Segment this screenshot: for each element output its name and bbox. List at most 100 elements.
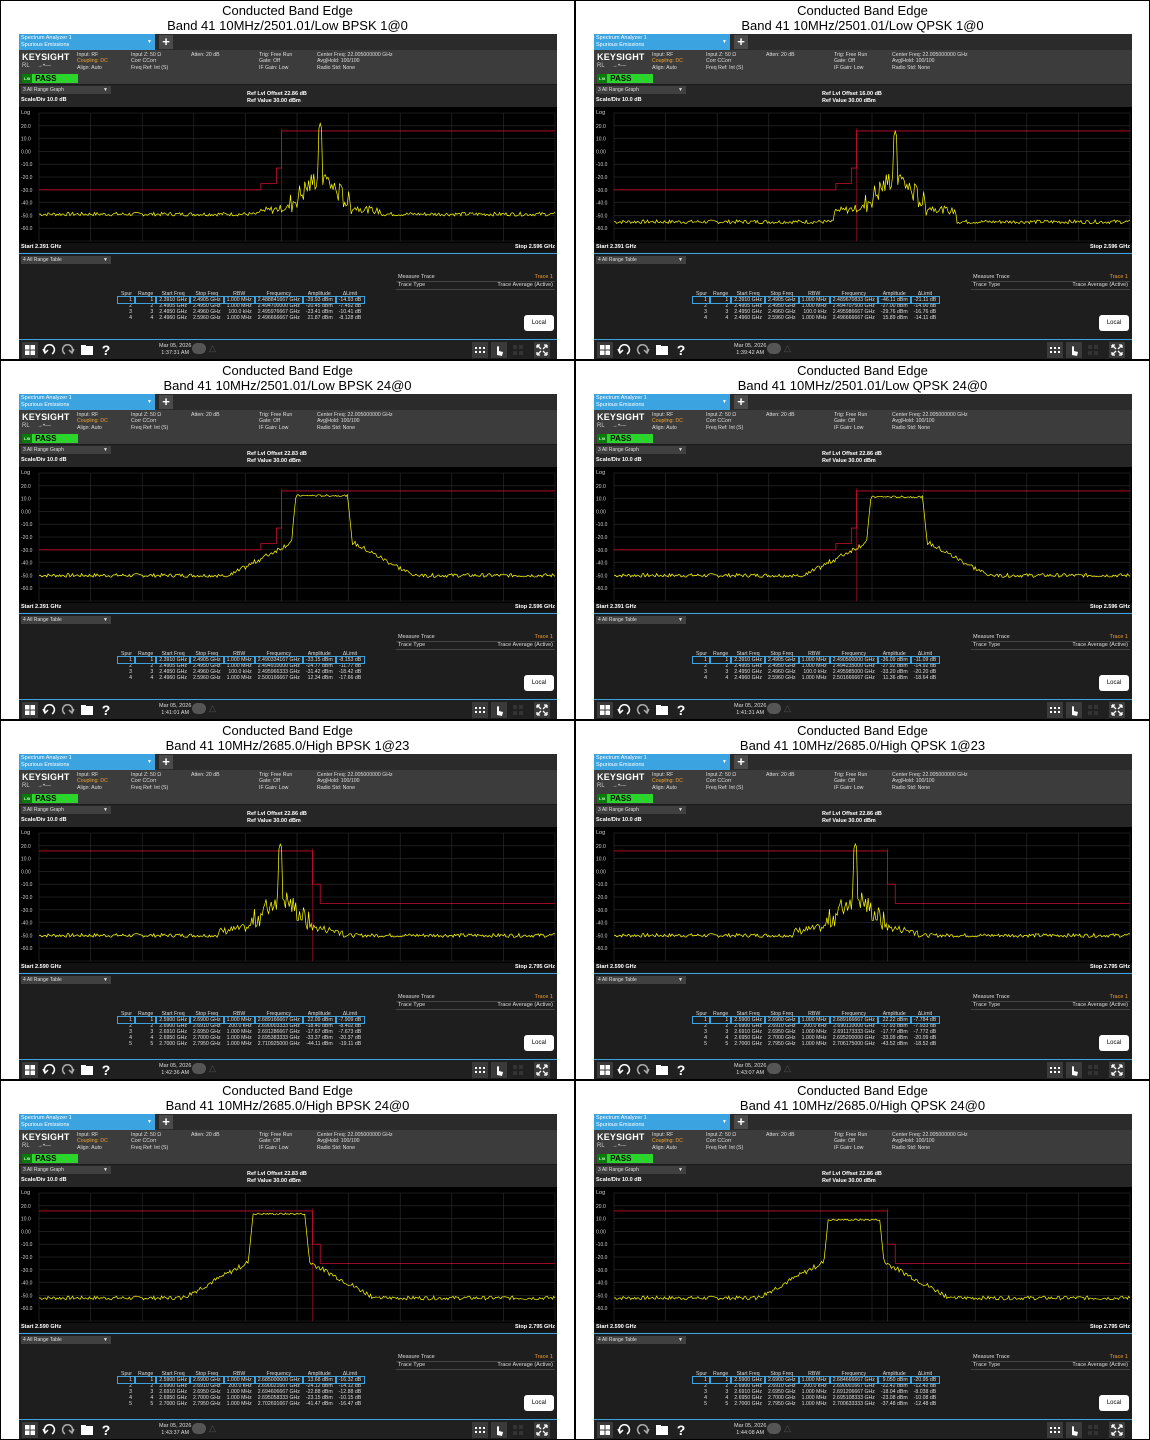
atten-setting[interactable]: Atten: 20 dB <box>766 52 795 58</box>
freq-settings[interactable]: Center Freq: 22.005000000 GHz Avg|Hold: … <box>892 1132 968 1151</box>
add-screen-button[interactable]: + <box>734 35 748 49</box>
spectrum-plot[interactable]: Log 20.0 10.0 0.00 -10.0 -20.0 -30.0 -40.0 -50.0… <box>594 107 1132 243</box>
table-row[interactable]: 1 1 2.3910 GHz 2.4905 GHz 1.000 MHz 2.4888416… <box>117 296 366 304</box>
table-row[interactable]: 2 2 2.6900 GHz 2.6910 GHz 200.0 kHz 2.6901100… <box>693 1023 939 1029</box>
spectrum-plot[interactable]: Log 20.0 10.0 0.00 -10.0 -20.0 -30.0 -40.0 -50.0… <box>19 1187 557 1323</box>
trigger-settings[interactable]: Trig: Free Run Gate: Off IF Gain: Low <box>834 1132 867 1151</box>
table-row[interactable]: 3 3 2.4950 GHz 2.4960 GHz 100.0 kHz 2.4959663… <box>118 669 364 675</box>
grid-icon[interactable] <box>1085 702 1101 718</box>
atten-setting[interactable]: Atten: 20 dB <box>766 412 795 418</box>
table-window-dropdown[interactable]: 4 All Range Table ▼ <box>596 256 686 264</box>
fullscreen-icon[interactable] <box>534 1422 550 1438</box>
table-row[interactable]: 2 2 2.4905 GHz 2.4950 GHz 1.000 MHz 2.4947075… <box>693 303 939 309</box>
touch-icon[interactable] <box>1066 342 1082 358</box>
graph-window-dropdown[interactable]: 3 All Range Graph ▼ <box>596 446 686 454</box>
local-button[interactable]: Local <box>524 1035 554 1051</box>
table-window-dropdown[interactable]: 4 All Range Table ▼ <box>596 976 686 984</box>
grid-icon[interactable] <box>510 1422 526 1438</box>
impedance-settings[interactable]: Input Z: 50 Ω Corr CCorr Freq Ref: Int (… <box>706 1132 743 1151</box>
table-row[interactable]: 2 2 2.6900 GHz 2.6910 GHz 200.0 kHz 2.6900216… <box>118 1383 364 1389</box>
windows-icon[interactable] <box>597 1062 613 1078</box>
local-button[interactable]: Local <box>1099 1395 1129 1411</box>
table-row[interactable]: 1 1 2.5900 GHz 2.6900 GHz 1.000 MHz 2.6891666… <box>692 1016 941 1024</box>
freq-settings[interactable]: Center Freq: 22.005000000 GHz Avg|Hold: … <box>892 412 968 431</box>
notification-icon[interactable] <box>192 1063 206 1074</box>
freq-settings[interactable]: Center Freq: 22.005000000 GHz Avg|Hold: … <box>317 772 393 791</box>
windows-icon[interactable] <box>22 1422 38 1438</box>
redo-icon[interactable] <box>60 702 76 718</box>
table-row[interactable]: 2 2 2.6900 GHz 2.6910 GHz 200.0 kHz 2.6900033… <box>118 1023 364 1029</box>
keyboard-icon[interactable] <box>472 1422 488 1438</box>
measure-trace-value[interactable]: Trace 1 <box>534 634 553 640</box>
table-row[interactable]: 5 5 2.7000 GHz 2.7950 GHz 1.000 MHz 2.7026916… <box>118 1401 364 1407</box>
spectrum-plot[interactable]: Log 20.0 10.0 0.00 -10.0 -20.0 -30.0 -40.0 -50.0… <box>594 467 1132 603</box>
windows-icon[interactable] <box>22 702 38 718</box>
table-row[interactable]: 4 4 2.4960 GHz 2.5960 GHz 1.000 MHz 2.4966666… <box>693 315 939 321</box>
add-screen-button[interactable]: + <box>734 1115 748 1129</box>
table-row[interactable]: 1 1 2.3910 GHz 2.4905 GHz 1.000 MHz 2.4903341… <box>117 656 366 664</box>
redo-icon[interactable] <box>60 1062 76 1078</box>
undo-icon[interactable] <box>41 702 57 718</box>
local-button[interactable]: Local <box>1099 675 1129 691</box>
touch-icon[interactable] <box>1066 1062 1082 1078</box>
help-icon[interactable]: ? <box>98 1422 114 1438</box>
spectrum-plot[interactable]: Log 20.0 10.0 0.00 -10.0 -20.0 -30.0 -40.0 -50.0… <box>19 467 557 603</box>
local-button[interactable]: Local <box>1099 1035 1129 1051</box>
add-screen-button[interactable]: + <box>734 755 748 769</box>
table-window-dropdown[interactable]: 4 All Range Table ▼ <box>596 616 686 624</box>
atten-setting[interactable]: Atten: 20 dB <box>191 1132 220 1138</box>
touch-icon[interactable] <box>491 342 507 358</box>
fullscreen-icon[interactable] <box>1109 1062 1125 1078</box>
grid-icon[interactable] <box>510 702 526 718</box>
tab-spectrum-analyzer[interactable]: Spectrum Analyzer 1 Spurious Emissions ▼ <box>19 754 155 770</box>
touch-icon[interactable] <box>1066 1422 1082 1438</box>
graph-window-dropdown[interactable]: 3 All Range Graph ▼ <box>21 806 111 814</box>
tab-spectrum-analyzer[interactable]: Spectrum Analyzer 1 Spurious Emissions ▼ <box>594 1114 730 1130</box>
graph-window-dropdown[interactable]: 3 All Range Graph ▼ <box>21 1166 111 1174</box>
help-icon[interactable]: ? <box>673 342 689 358</box>
trigger-settings[interactable]: Trig: Free Run Gate: Off IF Gain: Low <box>834 412 867 431</box>
input-settings[interactable]: Input: RF Coupling: DC Align: Auto <box>77 412 108 431</box>
table-row[interactable]: 3 3 2.4950 GHz 2.4960 GHz 100.0 kHz 2.4959850… <box>693 669 939 675</box>
folder-icon[interactable] <box>654 1062 670 1078</box>
graph-window-dropdown[interactable]: 3 All Range Graph ▼ <box>21 86 111 94</box>
table-row[interactable]: 3 3 2.6910 GHz 2.6950 GHz 1.000 MHz 2.6946066… <box>118 1389 364 1395</box>
notification-icon[interactable] <box>767 1063 781 1074</box>
help-icon[interactable]: ? <box>673 702 689 718</box>
local-button[interactable]: Local <box>524 675 554 691</box>
folder-icon[interactable] <box>79 1422 95 1438</box>
tab-spectrum-analyzer[interactable]: Spectrum Analyzer 1 Spurious Emissions ▼ <box>594 34 730 50</box>
notification-icon[interactable] <box>192 343 206 354</box>
impedance-settings[interactable]: Input Z: 50 Ω Corr CCorr Freq Ref: Int (… <box>131 412 168 431</box>
table-row[interactable]: 3 3 2.6910 GHz 2.6950 GHz 1.000 MHz 2.6911733… <box>693 1029 939 1035</box>
trigger-settings[interactable]: Trig: Free Run Gate: Off IF Gain: Low <box>259 1132 292 1151</box>
redo-icon[interactable] <box>635 342 651 358</box>
table-row[interactable]: 2 2 2.6900 GHz 2.6910 GHz 200.0 kHz 2.6900016… <box>693 1383 939 1389</box>
folder-icon[interactable] <box>654 342 670 358</box>
measure-trace-value[interactable]: Trace 1 <box>534 994 553 1000</box>
windows-icon[interactable] <box>22 1062 38 1078</box>
atten-setting[interactable]: Atten: 20 dB <box>191 772 220 778</box>
measure-trace-value[interactable]: Trace 1 <box>1109 274 1128 280</box>
undo-icon[interactable] <box>616 342 632 358</box>
undo-icon[interactable] <box>616 1062 632 1078</box>
grid-icon[interactable] <box>1085 1062 1101 1078</box>
fullscreen-icon[interactable] <box>534 342 550 358</box>
redo-icon[interactable] <box>635 702 651 718</box>
table-row[interactable]: 2 2 2.4905 GHz 2.4950 GHz 1.000 MHz 2.4947000… <box>118 303 364 309</box>
redo-icon[interactable] <box>60 1422 76 1438</box>
freq-settings[interactable]: Center Freq: 22.005000000 GHz Avg|Hold: … <box>317 1132 393 1151</box>
windows-icon[interactable] <box>597 702 613 718</box>
table-row[interactable]: 3 3 2.6910 GHz 2.6950 GHz 1.000 MHz 2.6912866… <box>118 1029 364 1035</box>
graph-window-dropdown[interactable]: 3 All Range Graph ▼ <box>596 806 686 814</box>
table-row[interactable]: 4 4 2.4960 GHz 2.5960 GHz 1.000 MHz 2.5016666… <box>693 675 939 681</box>
keyboard-icon[interactable] <box>472 342 488 358</box>
atten-setting[interactable]: Atten: 20 dB <box>191 412 220 418</box>
freq-settings[interactable]: Center Freq: 22.005000000 GHz Avg|Hold: … <box>317 52 393 71</box>
add-screen-button[interactable]: + <box>159 35 173 49</box>
folder-icon[interactable] <box>79 1062 95 1078</box>
keyboard-icon[interactable] <box>1047 1062 1063 1078</box>
atten-setting[interactable]: Atten: 20 dB <box>191 52 220 58</box>
table-row[interactable]: 3 3 2.4950 GHz 2.4960 GHz 100.0 kHz 2.4959866… <box>693 309 939 315</box>
redo-icon[interactable] <box>60 342 76 358</box>
